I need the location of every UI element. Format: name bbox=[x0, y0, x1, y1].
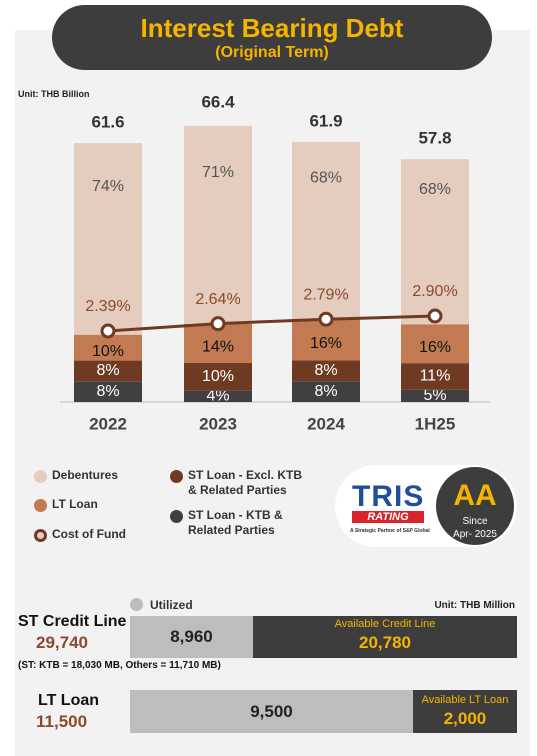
x-tick-label: 2024 bbox=[307, 414, 345, 433]
lt-utilized-bar bbox=[130, 690, 413, 733]
bar-segment bbox=[74, 381, 142, 402]
lt-utilized: 9,500 bbox=[250, 702, 293, 721]
segment-label: 68% bbox=[310, 170, 342, 187]
cost-marker bbox=[318, 311, 334, 327]
bar-segment bbox=[401, 363, 469, 390]
total-label: 61.6 bbox=[91, 113, 124, 132]
st-utilized: 8,960 bbox=[170, 627, 213, 646]
segment-label: 8% bbox=[314, 362, 337, 379]
bar-segment bbox=[184, 390, 252, 402]
segment-label: 5% bbox=[423, 387, 446, 404]
header bbox=[52, 5, 492, 70]
rating-date: Apr- 2025 bbox=[453, 529, 497, 540]
cost-marker bbox=[210, 316, 226, 332]
bar-segment bbox=[401, 159, 469, 325]
st-note: (ST: KTB = 18,030 MB, Others = 11,710 MB… bbox=[18, 660, 221, 671]
rating-logo: TRIS bbox=[352, 480, 425, 513]
segment-label: 14% bbox=[202, 339, 234, 356]
legend-label: Debentures bbox=[52, 468, 119, 482]
lt-label: LT Loan bbox=[38, 692, 100, 709]
credit-unit: Unit: THB Million bbox=[434, 600, 515, 611]
subtitle: (Original Term) bbox=[215, 44, 329, 61]
segment-label: 10% bbox=[202, 368, 234, 385]
rating-grade: AA bbox=[453, 479, 497, 512]
rating-circle bbox=[436, 467, 514, 545]
bar-segment bbox=[184, 125, 252, 324]
segment-label: 68% bbox=[419, 181, 451, 198]
rating-logo-sub: RATING bbox=[352, 511, 424, 523]
bar-segment bbox=[74, 334, 142, 361]
cost-line bbox=[107, 314, 436, 333]
legend-label: Cost of Fund bbox=[52, 527, 126, 541]
unit-label: Unit: THB Billion bbox=[18, 89, 90, 99]
segment-label: 8% bbox=[314, 383, 337, 400]
bar-segment bbox=[74, 360, 142, 382]
segment-label: 8% bbox=[96, 383, 119, 400]
legend-label: ST Loan - KTB & Related Parties bbox=[188, 508, 283, 537]
st-utilized-bar bbox=[130, 616, 253, 658]
rating-partner: A Strategic Partner of S&P Global bbox=[350, 528, 430, 534]
cost-label: 2.39% bbox=[85, 298, 130, 315]
total-label: 61.9 bbox=[309, 111, 342, 130]
bar-segment bbox=[292, 141, 360, 319]
lt-total: 11,500 bbox=[36, 712, 88, 731]
legend-marker bbox=[34, 470, 47, 483]
bar-segment bbox=[184, 362, 252, 391]
legend-marker bbox=[34, 499, 47, 512]
st-available-label: Available Credit Line bbox=[334, 618, 436, 630]
segment-label: 4% bbox=[206, 388, 229, 405]
x-tick-label: 2023 bbox=[199, 414, 237, 433]
rating-since: Since bbox=[462, 516, 488, 527]
lt-available-bar bbox=[413, 690, 517, 733]
bar-segment bbox=[74, 143, 142, 335]
cost-label: 2.90% bbox=[412, 283, 457, 300]
segment-label: 16% bbox=[419, 339, 451, 356]
segment-label: 71% bbox=[202, 164, 234, 181]
cost-label: 2.79% bbox=[303, 286, 348, 303]
total-label: 66.4 bbox=[201, 92, 235, 111]
st-total: 29,740 bbox=[36, 633, 88, 652]
x-tick-label: 1H25 bbox=[415, 414, 456, 433]
legend-marker bbox=[170, 510, 183, 523]
bar-segment bbox=[292, 381, 360, 402]
segment-label: 74% bbox=[92, 178, 124, 195]
st-available: 20,780 bbox=[359, 633, 411, 652]
utilized-label: Utilized bbox=[150, 598, 193, 612]
bar-segment bbox=[401, 324, 469, 364]
lt-available-label: Available LT Loan bbox=[421, 694, 509, 706]
title: Interest Bearing Debt bbox=[140, 13, 404, 43]
segment-label: 10% bbox=[92, 343, 124, 360]
bar-segment bbox=[292, 360, 360, 382]
legend-label: LT Loan bbox=[52, 497, 98, 511]
legend-marker bbox=[170, 470, 183, 483]
segment-label: 8% bbox=[96, 362, 119, 379]
x-tick-label: 2022 bbox=[89, 414, 127, 433]
cost-label: 2.64% bbox=[195, 291, 240, 308]
segment-label: 16% bbox=[310, 335, 342, 352]
utilized-dot bbox=[130, 598, 143, 611]
cost-marker bbox=[100, 323, 116, 339]
total-label: 57.8 bbox=[418, 129, 451, 148]
bar-segment bbox=[401, 389, 469, 402]
cost-marker bbox=[427, 308, 443, 324]
legend-marker bbox=[34, 529, 47, 542]
segment-label: 11% bbox=[420, 368, 451, 385]
st-available-bar bbox=[253, 616, 517, 658]
st-label: ST Credit Line bbox=[18, 613, 127, 630]
legend-label: ST Loan - Excl. KTB & Related Parties bbox=[188, 468, 303, 497]
chart: 8% 8% 10% 74% 61.6 2022 4% 10% 14% 71% 66.4 2023 8% 8… bbox=[60, 92, 490, 433]
lt-available: 2,000 bbox=[443, 709, 487, 728]
